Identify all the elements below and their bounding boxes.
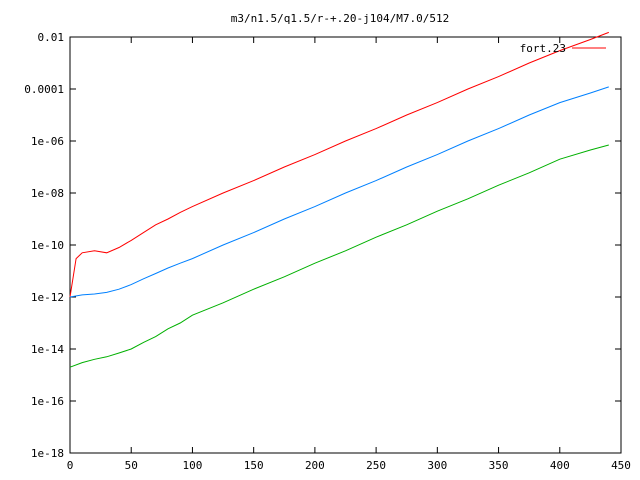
x-tick-label: 400	[550, 459, 570, 472]
chart-title: m3/n1.5/q1.5/r-+.20-j104/M7.0/512	[231, 12, 450, 25]
x-tick-label: 350	[489, 459, 509, 472]
legend: fort.23	[520, 42, 606, 55]
x-tick-label: 0	[67, 459, 74, 472]
series-line-2	[69, 86, 609, 298]
series-layer	[69, 31, 609, 368]
y-tick-label: 1e-16	[31, 395, 64, 408]
x-tick-label: 50	[125, 459, 138, 472]
y-axis: 0.01 0.0001 1e-06 1e-08 1e-10 1e-12 1e-14 1e-16…	[24, 31, 621, 460]
y-tick-label: 1e-08	[31, 187, 64, 200]
legend-label: fort.23	[520, 42, 566, 55]
y-tick-label: 0.01	[38, 31, 65, 44]
x-tick-label: 300	[427, 459, 447, 472]
plot-frame	[69, 36, 622, 454]
x-axis: 0 50 100 150 200 250 300 350 400 450	[67, 37, 631, 472]
x-tick-label: 150	[244, 459, 264, 472]
x-tick-label: 100	[183, 459, 203, 472]
y-tick-label: 1e-14	[31, 343, 64, 356]
y-tick-label: 1e-12	[31, 291, 64, 304]
y-tick-label: 1e-18	[31, 447, 64, 460]
y-tick-label: 1e-10	[31, 239, 64, 252]
x-tick-label: 200	[305, 459, 325, 472]
series-line-3	[69, 144, 609, 368]
x-tick-label: 450	[611, 459, 631, 472]
y-tick-label: 0.0001	[24, 83, 64, 96]
y-tick-label: 1e-06	[31, 135, 64, 148]
series-line-1	[69, 31, 609, 298]
x-tick-label: 250	[366, 459, 386, 472]
